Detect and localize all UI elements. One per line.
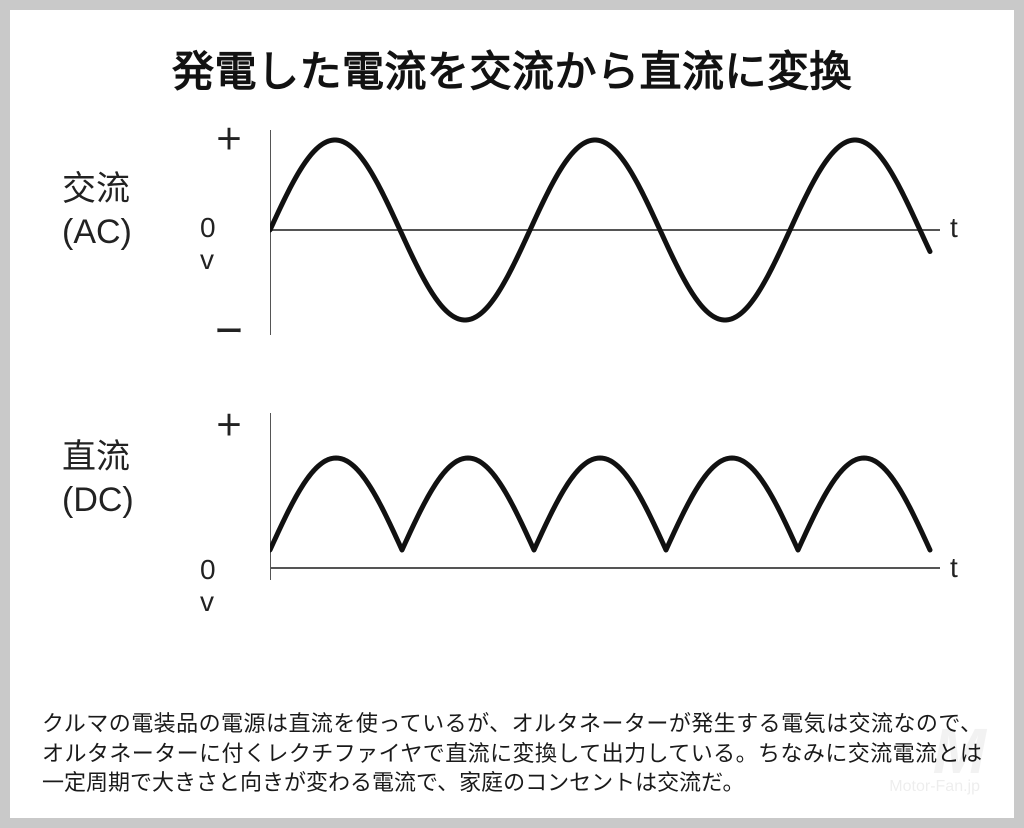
- ac-minus-label: ー: [215, 310, 243, 350]
- page-title: 発電した電流を交流から直流に変換: [10, 38, 1014, 99]
- dc-label: 直流 (DC): [62, 436, 134, 521]
- dc-label-jp: 直流: [62, 438, 130, 476]
- ac-zero-label: 0 v: [200, 212, 216, 276]
- dc-plus-label: ＋: [215, 404, 243, 444]
- ac-label: 交流 (AC): [62, 168, 132, 253]
- diagram-frame: 発電した電流を交流から直流に変換 交流 (AC) ＋ 0 v ー t 直流 (D…: [0, 0, 1024, 828]
- dc-chart: [270, 408, 990, 608]
- ac-chart: [270, 120, 990, 340]
- caption-text: クルマの電装品の電源は直流を使っているが、オルタネーターが発生する電気は交流なの…: [42, 709, 982, 798]
- ac-label-en: (AC): [62, 213, 132, 251]
- dc-zero-label: 0 v: [200, 554, 216, 618]
- ac-plus-label: ＋: [215, 118, 243, 158]
- dc-label-en: (DC): [62, 481, 134, 519]
- diagram-canvas: 発電した電流を交流から直流に変換 交流 (AC) ＋ 0 v ー t 直流 (D…: [10, 10, 1014, 818]
- ac-label-jp: 交流: [62, 170, 130, 208]
